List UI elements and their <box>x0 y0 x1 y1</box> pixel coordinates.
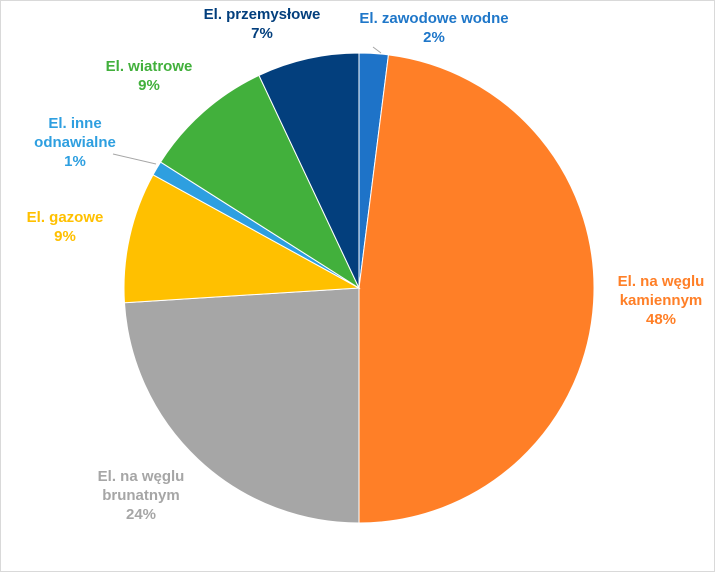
pie-slice <box>123 287 360 524</box>
slice-label: El. na węglu brunatnym 24% <box>98 468 185 523</box>
leader-line <box>112 153 157 165</box>
slice-label: El. zawodowe wodne 2% <box>359 10 508 46</box>
pie-slices <box>123 52 595 524</box>
pie-slice <box>258 52 360 289</box>
pie-slice <box>358 54 595 524</box>
slice-label: El. wiatrowe 9% <box>106 58 193 94</box>
pie-slice <box>159 74 361 290</box>
slice-label: El. gazowe 9% <box>27 209 104 245</box>
slice-label: El. przemysłowe 7% <box>204 6 321 42</box>
pie-slice <box>123 174 361 304</box>
slice-labels: El. zawodowe wodne 2% El. na węglu kamienny… <box>27 6 705 523</box>
leader-line <box>372 46 382 54</box>
slice-label: El. na węglu kamiennym 48% <box>618 273 705 328</box>
leader-lines <box>112 46 382 165</box>
slice-label: El. inne odnawialne 1% <box>34 115 116 170</box>
